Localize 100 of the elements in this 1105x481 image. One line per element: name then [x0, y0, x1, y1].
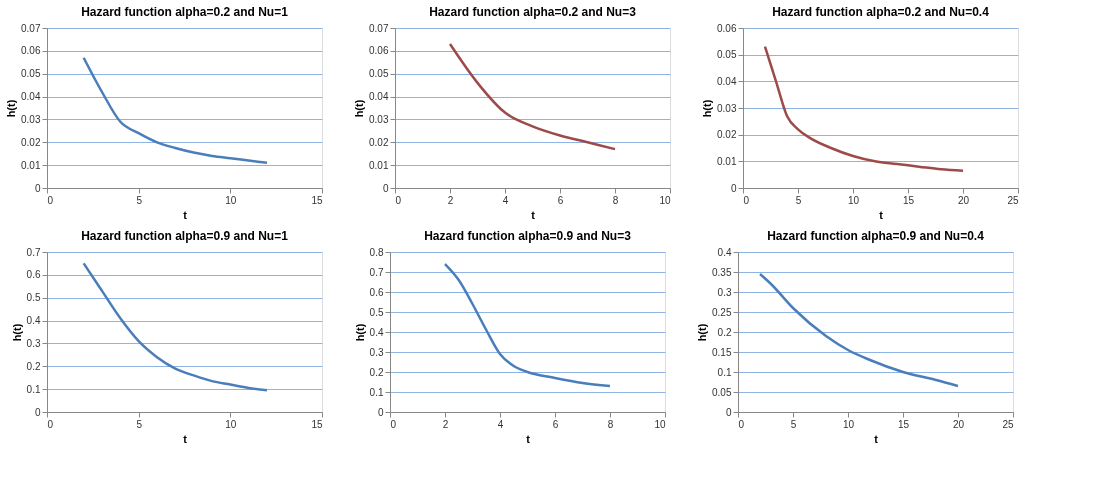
y-tick-label: 0: [725, 406, 732, 418]
y-tick-label: 0.3: [26, 337, 41, 349]
y-tick-label: 0.01: [717, 155, 737, 167]
line-series: [448, 42, 617, 151]
x-tick-label: 25: [1002, 418, 1014, 430]
y-tick-label: 0.8: [369, 246, 384, 258]
x-tick-label: 25: [1007, 194, 1019, 206]
y-axis-title: h(t): [701, 99, 714, 118]
y-tick-label: 0.07: [21, 22, 41, 34]
y-tick-label: 0.06: [21, 45, 41, 57]
y-tick-label: 0.03: [717, 102, 737, 114]
chart-title: Hazard function alpha=0.9 and Nu=0.4: [767, 229, 985, 243]
y-tick-label: 0.4: [26, 315, 41, 327]
y-tick-label: 0.06: [369, 45, 389, 57]
x-tick-label: 15: [311, 194, 323, 206]
y-tick-label: 0.1: [717, 366, 732, 378]
line-series: [763, 45, 965, 172]
line-series: [443, 262, 612, 388]
x-tick-label: 8: [612, 194, 619, 206]
y-tick-label: 0: [377, 406, 384, 418]
y-tick-label: 0.7: [369, 266, 384, 278]
x-tick-label: 15: [897, 418, 910, 430]
y-tick-label: 0.4: [717, 246, 732, 258]
y-tick-label: 0.03: [369, 113, 389, 125]
y-tick-label: 0.06: [717, 22, 737, 34]
x-tick-label: 6: [552, 418, 559, 430]
y-tick-label: 0: [34, 406, 41, 418]
chart-title: Hazard function alpha=0.2 and Nu=1: [81, 5, 289, 19]
x-axis-title: t: [531, 208, 536, 221]
y-tick-label: 0.02: [21, 136, 41, 148]
y-tick-label: 0.02: [369, 136, 389, 148]
x-tick-label: 5: [795, 194, 802, 206]
y-tick-label: 0.2: [717, 326, 732, 338]
y-tick-label: 0.5: [26, 292, 41, 304]
y-tick-label: 0.05: [717, 49, 737, 61]
x-axis-title: t: [526, 432, 531, 445]
line-series: [82, 56, 269, 165]
x-tick-label: 10: [654, 418, 666, 430]
y-tick-label: 0: [730, 182, 737, 194]
x-tick-label: 15: [311, 418, 323, 430]
y-tick-label: 0.05: [21, 68, 41, 80]
y-tick-label: 0.6: [26, 269, 41, 281]
y-tick-label: 0.02: [717, 129, 737, 141]
y-tick-label: 0.04: [21, 91, 41, 103]
x-tick-label: 0: [47, 194, 54, 206]
y-tick-label: 0.04: [717, 75, 737, 87]
x-tick-label: 0: [395, 194, 402, 206]
y-tick-label: 0.4: [369, 326, 384, 338]
x-tick-label: 8: [607, 418, 614, 430]
x-tick-label: 20: [957, 194, 970, 206]
y-tick-label: 0.3: [717, 286, 732, 298]
x-tick-label: 10: [225, 418, 237, 430]
y-axis-title: h(t): [10, 323, 23, 342]
x-axis-title: t: [879, 208, 884, 221]
y-tick-label: 0: [34, 182, 41, 194]
y-tick-label: 0.07: [369, 22, 389, 34]
y-tick-label: 0.5: [369, 306, 384, 318]
x-tick-label: 5: [136, 418, 143, 430]
y-tick-label: 0.25: [712, 306, 732, 318]
x-tick-label: 6: [557, 194, 564, 206]
y-tick-label: 0.15: [712, 346, 732, 358]
x-tick-label: 4: [497, 418, 504, 430]
x-tick-label: 10: [225, 194, 237, 206]
x-tick-label: 5: [136, 194, 143, 206]
x-tick-label: 4: [502, 194, 509, 206]
y-tick-label: 0: [382, 182, 389, 194]
y-tick-label: 0.01: [369, 159, 389, 171]
x-tick-label: 0: [743, 194, 750, 206]
y-tick-label: 0.1: [26, 383, 41, 395]
chart-title: Hazard function alpha=0.2 and Nu=0.4: [772, 5, 990, 19]
y-tick-label: 0.1: [369, 386, 384, 398]
y-tick-label: 0.03: [21, 113, 41, 125]
y-tick-label: 0.2: [369, 366, 384, 378]
y-tick-label: 0.01: [21, 159, 41, 171]
x-tick-label: 20: [952, 418, 965, 430]
x-tick-label: 0: [47, 418, 54, 430]
y-axis-title: h(t): [353, 323, 366, 342]
y-tick-label: 0.3: [369, 346, 384, 358]
x-axis-title: t: [874, 432, 879, 445]
y-tick-label: 0.05: [712, 386, 732, 398]
chart-title: Hazard function alpha=0.9 and Nu=1: [81, 229, 289, 243]
x-tick-label: 10: [842, 418, 855, 430]
x-tick-label: 15: [902, 194, 915, 206]
line-series: [758, 272, 960, 388]
line-series: [82, 262, 269, 392]
x-tick-label: 2: [447, 194, 454, 206]
y-tick-label: 0.05: [369, 68, 389, 80]
y-tick-label: 0.7: [26, 246, 41, 258]
x-tick-label: 0: [738, 418, 745, 430]
x-axis-title: t: [183, 432, 188, 445]
x-tick-label: 2: [442, 418, 449, 430]
x-axis-title: t: [183, 208, 188, 221]
chart-title: Hazard function alpha=0.9 and Nu=3: [424, 229, 632, 243]
x-tick-label: 10: [847, 194, 860, 206]
y-tick-label: 0.6: [369, 286, 384, 298]
y-tick-label: 0.04: [369, 91, 389, 103]
y-tick-label: 0.2: [26, 360, 41, 372]
y-axis-title: h(t): [696, 323, 709, 342]
x-tick-label: 10: [659, 194, 671, 206]
x-tick-label: 0: [390, 418, 397, 430]
